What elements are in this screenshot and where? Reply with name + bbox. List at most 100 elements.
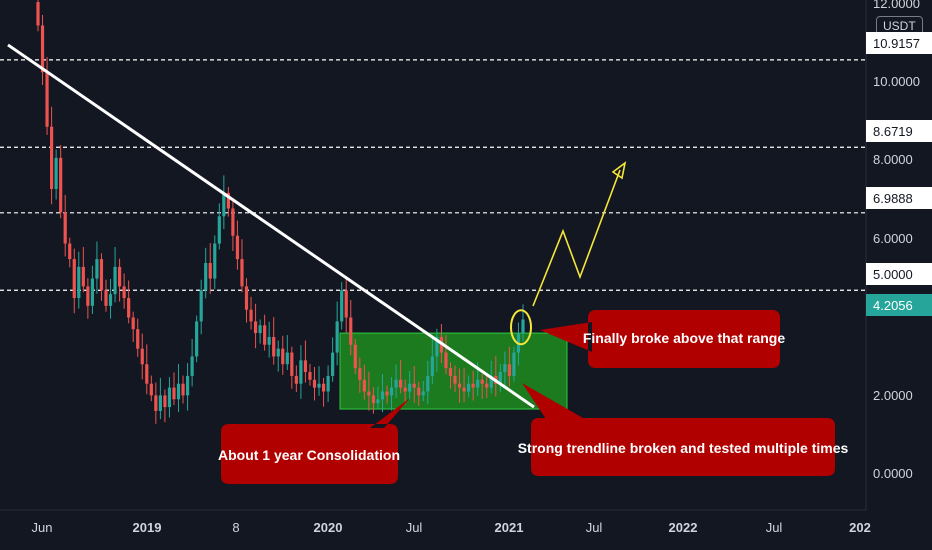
- candle-body: [294, 375, 298, 384]
- x-tick-label: 2019: [133, 520, 162, 535]
- candle-body: [217, 216, 221, 244]
- x-tick-label: 202: [849, 520, 871, 535]
- y-tick-label: 12.0000: [873, 0, 920, 11]
- candle-body: [281, 348, 285, 365]
- candle-body: [195, 321, 199, 357]
- candle-body: [231, 208, 235, 236]
- candle-body: [172, 387, 176, 400]
- candle-body: [263, 325, 267, 345]
- candle-body: [185, 375, 190, 396]
- candle-body: [321, 383, 326, 392]
- candle-body: [59, 157, 63, 213]
- candle-body: [136, 329, 140, 349]
- x-tick-label: 2021: [495, 520, 524, 535]
- candle-body: [389, 387, 394, 396]
- candle-body: [258, 325, 262, 334]
- candle-body: [63, 212, 67, 244]
- callout-breakout-bubble: [540, 310, 780, 368]
- price-level-tag-text: 6.9888: [873, 191, 913, 206]
- breakout-highlight-circle: [510, 309, 532, 346]
- candle-body: [249, 309, 253, 322]
- candle-body: [457, 383, 462, 388]
- callout-consolidation: About 1 year Consolidation: [218, 398, 410, 484]
- x-tick-label: Jul: [406, 520, 423, 535]
- candle-body: [49, 126, 54, 190]
- candle-body: [149, 383, 153, 396]
- price-level-tag: 5.0000: [866, 263, 932, 285]
- candle-body: [303, 360, 308, 373]
- candle-body: [90, 278, 94, 306]
- candle-body: [412, 383, 416, 388]
- candle-body: [222, 192, 226, 217]
- candle-body: [235, 235, 240, 260]
- candle-body: [36, 2, 40, 26]
- candle-body: [403, 387, 407, 392]
- y-tick-label: 2.0000: [873, 388, 913, 403]
- candle-body: [421, 391, 425, 396]
- price-level-tag-bg: [866, 120, 932, 142]
- candle-body: [199, 290, 203, 322]
- price-level-tag-bg: [866, 187, 932, 209]
- candle-body: [344, 290, 348, 318]
- price-level-tag-bg: [866, 263, 932, 285]
- candle-body: [190, 356, 194, 376]
- candle-body: [113, 266, 117, 295]
- y-tick-label: 0.0000: [873, 466, 913, 481]
- candle-body: [312, 379, 317, 388]
- candle-body: [335, 321, 339, 353]
- candle-body: [181, 383, 185, 396]
- candle-body: [408, 383, 412, 392]
- candle-body: [244, 286, 249, 310]
- candle-body: [380, 391, 385, 400]
- projection-arrow-icon: [611, 161, 627, 180]
- projection-path: [532, 169, 621, 307]
- candle-body: [326, 375, 330, 392]
- candle-body: [40, 25, 45, 73]
- candle-body: [417, 387, 421, 396]
- candle-body: [385, 391, 389, 396]
- x-tick-label: 8: [232, 520, 239, 535]
- x-tick-label: 2022: [669, 520, 698, 535]
- candle-body: [507, 364, 512, 376]
- candle-body: [358, 368, 362, 380]
- candle-body: [213, 243, 217, 279]
- candle-body: [394, 379, 398, 388]
- trendline: [7, 43, 535, 409]
- candle-body: [444, 352, 448, 369]
- price-level-tag: 6.9888: [866, 187, 932, 209]
- callout-trendline-bubble: [522, 383, 835, 476]
- candle-body: [353, 344, 357, 369]
- candle-body: [331, 352, 335, 376]
- candle-body: [240, 259, 244, 287]
- candle-body: [317, 383, 321, 388]
- candle-body: [77, 266, 81, 299]
- candle-body: [498, 372, 502, 384]
- price-levels: [0, 59, 866, 291]
- price-level-tag-text: 5.0000: [873, 267, 913, 282]
- candle-body: [448, 368, 453, 376]
- candle-body: [503, 364, 507, 373]
- candle-body: [290, 352, 294, 376]
- candle-body: [72, 259, 76, 299]
- candle-body: [226, 192, 230, 209]
- current-price-tag-bg: [866, 294, 932, 316]
- time-axis[interactable]: Jun 2019 8 2020 Jul 2021 Jul 2022 Jul 20…: [0, 509, 871, 535]
- x-tick-label: Jul: [766, 520, 783, 535]
- current-price-tag: 4.2056: [866, 294, 932, 316]
- candle-body: [299, 360, 303, 384]
- price-level-tag: 8.6719: [866, 120, 932, 142]
- candle-body: [122, 286, 126, 299]
- candle-body: [467, 383, 471, 392]
- price-axis[interactable]: 12.0000 10.0000 8.0000 6.0000 2.0000 0.0…: [865, 0, 932, 510]
- candle-body: [272, 336, 276, 357]
- candle-body: [163, 395, 167, 408]
- callout-breakout-text: Finally broke above that range: [583, 330, 785, 346]
- candle-body: [267, 336, 271, 345]
- price-level-tag-text: 10.9157: [873, 36, 920, 51]
- candle-body: [371, 395, 376, 404]
- candle-body: [99, 259, 104, 291]
- x-tick-label: Jun: [32, 520, 53, 535]
- candle-body: [127, 298, 131, 318]
- candle-body: [208, 263, 212, 279]
